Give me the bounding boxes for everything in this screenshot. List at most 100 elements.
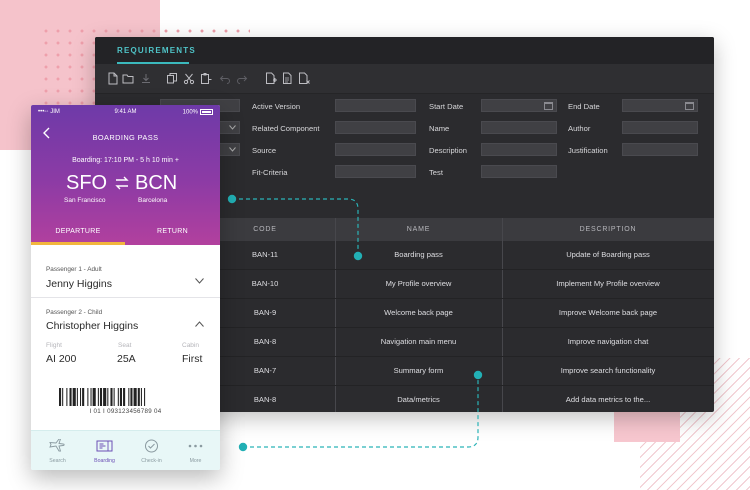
boarding-time: Boarding: 17:10 PM - 5 h 10 min +: [72, 157, 179, 164]
tab-return[interactable]: RETURN: [157, 228, 188, 235]
status-bar: •••◦◦ JIM 9:41 AM 100%: [31, 105, 220, 119]
barcode-bar: [62, 388, 64, 406]
start-date-field[interactable]: [481, 99, 557, 112]
ticket-icon: [96, 440, 113, 452]
new-file-icon[interactable]: [107, 72, 119, 85]
author-field[interactable]: [622, 121, 698, 134]
back-arrow-icon[interactable]: [42, 127, 52, 139]
barcode-bar: [69, 388, 72, 406]
label-justification: Justification: [568, 146, 608, 155]
nav-label: Boarding: [94, 458, 115, 464]
calendar-icon[interactable]: [685, 102, 694, 110]
cell-code: BAN-8: [253, 337, 277, 346]
source-field[interactable]: [335, 143, 416, 156]
cell-code: BAN-11: [251, 250, 279, 259]
barcode-bar: [113, 388, 115, 406]
cabin-label: Cabin: [182, 342, 199, 349]
nav-boarding[interactable]: Boarding: [81, 431, 128, 470]
end-date-field[interactable]: [622, 99, 698, 112]
label-related-component: Related Component: [252, 124, 320, 133]
nav-more[interactable]: More: [172, 431, 219, 470]
requirement-form: Active Version Related Component Source …: [95, 94, 714, 218]
tab-departure[interactable]: DEPARTURE: [31, 223, 125, 245]
cell-description: Improve navigation chat: [567, 337, 649, 346]
cell-code: BAN-9: [253, 308, 277, 317]
delete-doc-icon[interactable]: [298, 72, 310, 85]
swap-icon[interactable]: [114, 176, 130, 190]
cell-code: BAN-8: [253, 395, 277, 404]
copy-icon[interactable]: [166, 72, 178, 85]
barcode-bar: [128, 388, 130, 406]
cell-name: Boarding pass: [394, 250, 443, 259]
column-header-description[interactable]: DESCRIPTION: [579, 226, 637, 233]
label-author: Author: [568, 124, 591, 133]
passenger-1-card[interactable]: Passenger 1 - Adult Jenny Higgins: [31, 245, 220, 298]
barcode-bar: [90, 388, 92, 406]
label-active-version: Active Version: [252, 102, 301, 111]
cell-description: Update of Boarding pass: [566, 250, 650, 259]
airplane-icon: [49, 439, 65, 452]
chevron-down-icon[interactable]: [195, 278, 204, 284]
redo-icon[interactable]: [236, 72, 248, 85]
column-header-code[interactable]: CODE: [253, 226, 277, 233]
label-name: Name: [429, 124, 450, 133]
page-title: BOARDING PASS: [92, 133, 159, 142]
origin-city: San Francisco: [64, 197, 106, 204]
barcode-number: I 01 I 093123456789 04: [89, 408, 162, 415]
add-page-icon[interactable]: [265, 72, 277, 85]
justification-field[interactable]: [622, 143, 698, 156]
cell-name: Welcome back page: [384, 308, 453, 317]
table-row[interactable]: BAN-10 My Profile overview Implement My …: [95, 270, 714, 299]
active-version-field[interactable]: [335, 99, 416, 112]
table-row[interactable]: BAN-9 Welcome back page Improve Welcome …: [95, 299, 714, 328]
check-circle-icon: [145, 439, 158, 453]
nav-checkin[interactable]: Check-in: [128, 431, 175, 470]
passenger-name: Christopher Higgins: [46, 320, 139, 332]
test-field[interactable]: [481, 165, 557, 178]
column-header-name[interactable]: NAME: [406, 226, 431, 233]
barcode-bar: [59, 388, 62, 406]
destination-city: Barcelona: [138, 197, 168, 204]
cut-icon[interactable]: [183, 72, 195, 85]
barcode-bar: [140, 388, 142, 406]
passenger-2-card: Passenger 2 - Child Christopher Higgins …: [31, 298, 220, 430]
paste-icon[interactable]: [200, 72, 212, 85]
column-divider: [502, 218, 503, 412]
barcode-bar: [144, 388, 146, 406]
chevron-up-icon[interactable]: [195, 321, 204, 327]
related-component-field[interactable]: [335, 121, 416, 134]
cell-code: BAN-10: [251, 279, 279, 288]
barcode-bar: [103, 388, 107, 406]
description-field[interactable]: [481, 143, 557, 156]
barcode-bar: [110, 388, 113, 406]
label-test: Test: [429, 168, 443, 177]
barcode-bar: [82, 388, 85, 406]
calendar-icon[interactable]: [544, 102, 553, 110]
cell-description: Add data metrics to the...: [565, 395, 651, 404]
barcode-bar: [119, 388, 122, 406]
barcode-bar: [80, 388, 82, 406]
open-folder-icon[interactable]: [122, 72, 134, 85]
barcode-bar: [99, 388, 103, 406]
barcode-bar: [123, 388, 126, 406]
status-time: 9:41 AM: [114, 109, 137, 115]
download-icon[interactable]: [140, 72, 152, 85]
nav-label: Search: [49, 458, 66, 464]
mobile-boarding-pass: •••◦◦ JIM 9:41 AM 100% BOARDING PASS Boa…: [31, 105, 220, 470]
name-field[interactable]: [481, 121, 557, 134]
barcode-bar: [76, 388, 78, 406]
table-row[interactable]: BAN-8 Navigation main menu Improve navig…: [95, 328, 714, 357]
barcode-bar: [72, 388, 76, 406]
carrier-signal: •••◦◦ JIM: [38, 109, 60, 115]
tab-bar: REQUIREMENTS: [95, 37, 714, 64]
passenger-label: Passenger 2 - Child: [46, 309, 103, 316]
barcode-bar: [66, 388, 68, 406]
fit-criteria-field[interactable]: [335, 165, 416, 178]
tab-requirements[interactable]: REQUIREMENTS: [117, 37, 195, 64]
add-doc-icon[interactable]: [282, 72, 294, 85]
nav-label: More: [189, 458, 202, 464]
cell-name: Data/metrics: [397, 395, 440, 404]
nav-search[interactable]: Search: [34, 431, 81, 470]
cell-name: Summary form: [393, 366, 444, 375]
undo-icon[interactable]: [219, 72, 231, 85]
